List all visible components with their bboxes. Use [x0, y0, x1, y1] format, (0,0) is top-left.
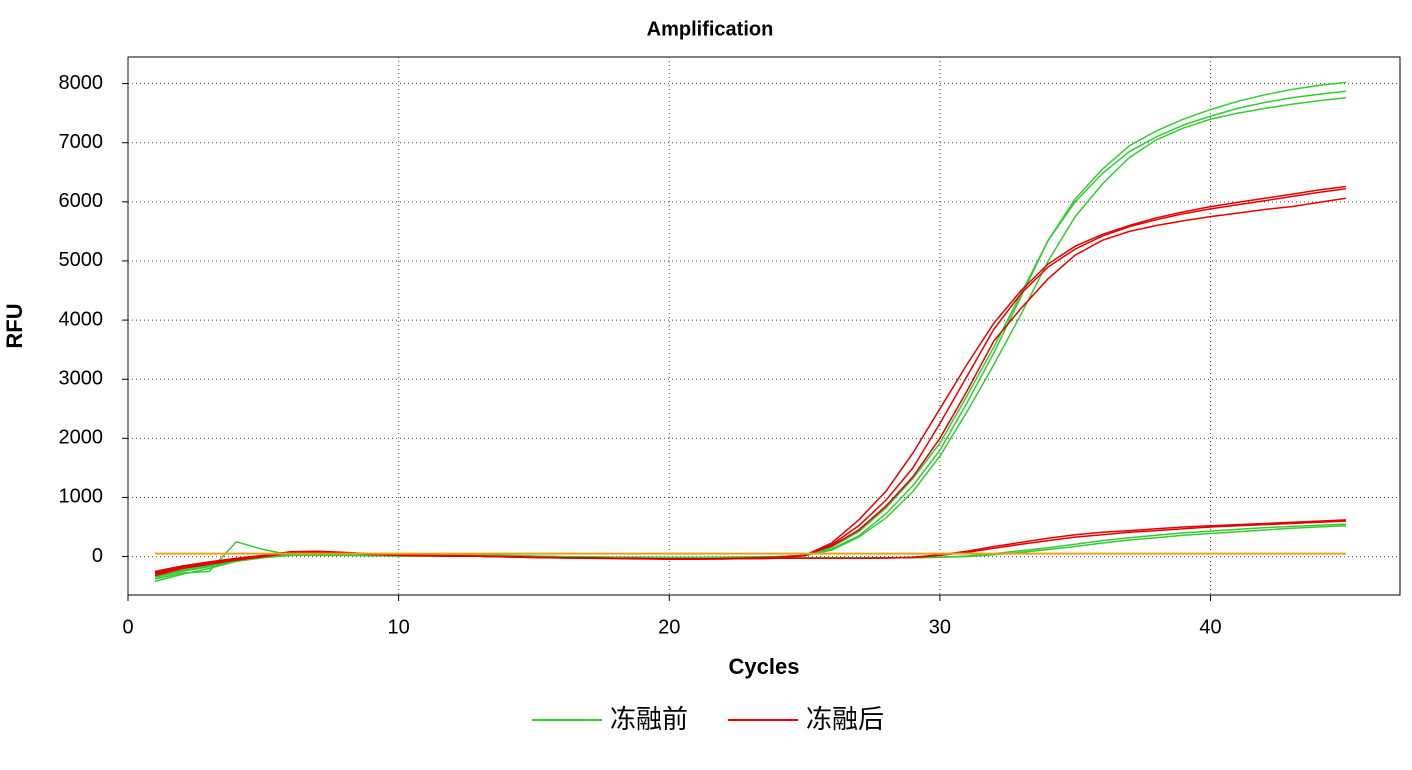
amplification-curve — [154, 185, 1346, 574]
amplification-curve — [154, 188, 1346, 577]
y-tick-label: 8000 — [59, 72, 104, 94]
plot-frame — [127, 56, 1401, 596]
amplification-curve — [154, 81, 1346, 580]
amplification-curve — [154, 519, 1346, 574]
y-tick-label: 3000 — [59, 367, 104, 389]
x-tick-label: 0 — [122, 616, 133, 638]
x-tick-label: 40 — [1199, 616, 1221, 638]
y-tick-label: 2000 — [59, 427, 104, 449]
y-axis-label: RFU — [2, 303, 27, 348]
y-tick-label: 7000 — [59, 131, 104, 153]
x-tick-label: 20 — [658, 616, 680, 638]
legend-label: 冻融后 — [806, 704, 884, 734]
y-tick-label: 6000 — [59, 190, 104, 212]
amplification-curve — [154, 197, 1347, 573]
amplification-curve — [154, 525, 1346, 576]
y-tick-label: 4000 — [59, 308, 104, 330]
x-tick-label: 10 — [388, 616, 410, 638]
amplification-curve — [154, 90, 1346, 577]
y-tick-label: 5000 — [59, 249, 104, 271]
amplification-curve — [154, 520, 1346, 575]
y-tick-label: 0 — [92, 545, 103, 567]
legend-label: 冻融前 — [610, 704, 688, 734]
amplification-curve — [154, 523, 1346, 579]
x-tick-label: 30 — [929, 616, 951, 638]
chart-title: Amplification — [647, 18, 774, 40]
y-tick-label: 1000 — [59, 486, 104, 508]
amplification-curve — [154, 97, 1346, 583]
x-axis-label: Cycles — [729, 654, 800, 679]
